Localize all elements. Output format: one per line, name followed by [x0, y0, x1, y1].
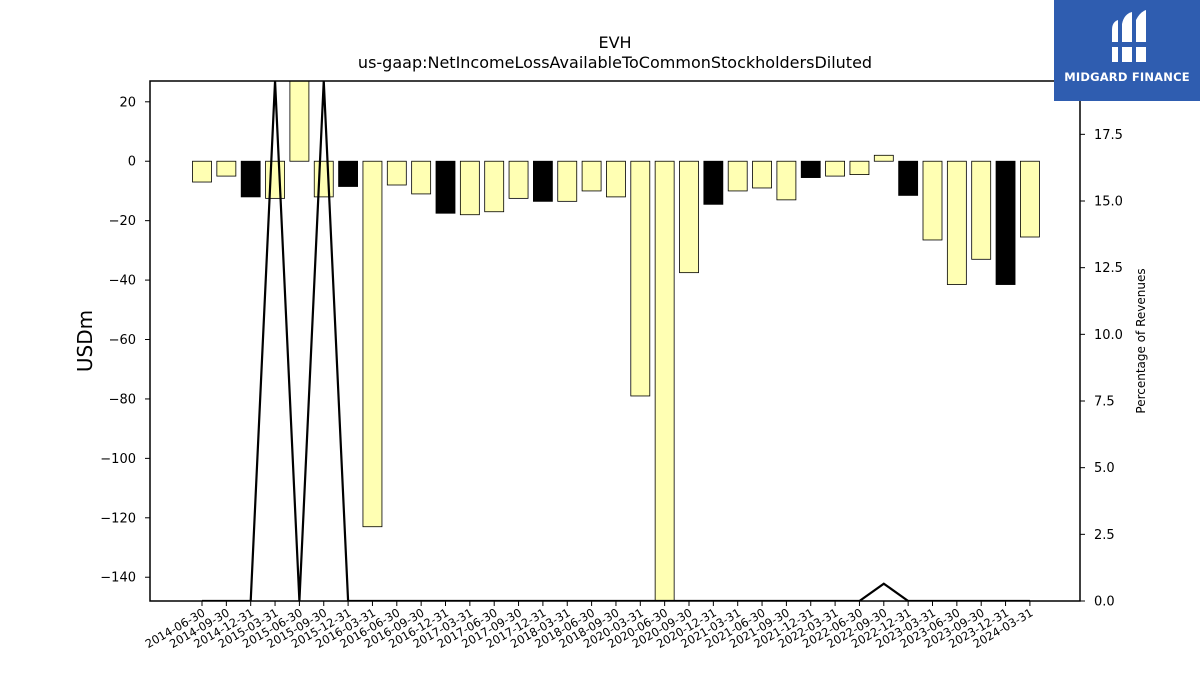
bar-2017-09-30 [508, 160, 529, 199]
bar-2015-12-31 [338, 160, 359, 187]
y-tick-left-label: −100 [100, 452, 136, 467]
bar-2023-09-30 [971, 160, 992, 260]
chart-subtitle: us-gaap:NetIncomeLossAvailableToCommonSt… [358, 53, 872, 72]
y-tick-left-label: −140 [100, 571, 136, 586]
y-tick-left-label: −120 [100, 511, 136, 526]
y-tick-left-label: −20 [109, 214, 136, 229]
bar-2021-12-31 [800, 160, 821, 178]
y-tick-right-label: 12.5 [1094, 261, 1123, 276]
y-axis-right: 0.0 2.5 5.0 7.5 10.0 12.5 15.0 17.5 [1080, 128, 1123, 610]
bar-2021-03-31 [727, 160, 748, 192]
bar-2024-03-31 [1020, 160, 1040, 238]
y-tick-right-label: 0.0 [1094, 595, 1115, 610]
midgard-logo-icon [1110, 10, 1148, 62]
chart-title: EVH [598, 33, 631, 52]
bar-2023-06-30 [946, 160, 967, 285]
bar-2021-09-30 [776, 160, 797, 201]
y-tick-right-label: 7.5 [1094, 395, 1115, 410]
percentage-of-revenues-line [202, 81, 1030, 601]
x-axis: 2014-06-302014-09-302014-12-312015-03-31… [143, 601, 1035, 651]
bar-2015-03-31 [265, 160, 285, 199]
bars-group [192, 80, 1040, 602]
bar-2022-12-31 [898, 160, 919, 196]
brand-name: MIDGARD FINANCE [1064, 70, 1190, 84]
y-tick-right-label: 10.0 [1094, 328, 1123, 343]
bar-2022-06-30 [849, 160, 870, 175]
bar-2023-12-31 [995, 160, 1016, 285]
y-tick-left-label: −40 [109, 274, 136, 289]
bar-2016-06-30 [386, 160, 407, 186]
bar-2015-09-30 [313, 160, 334, 198]
y-axis-left: 20 0 −20 −40 −60 −80 −100 −120 −140 [100, 95, 150, 586]
bar-2017-06-30 [484, 160, 505, 213]
bar-2014-06-30 [192, 160, 212, 183]
bar-2020-12-31 [703, 160, 724, 205]
y-axis-label-right: Percentage of Revenues [1134, 268, 1148, 413]
y-tick-left-label: −60 [109, 333, 136, 348]
plot-frame [149, 80, 1081, 602]
y-tick-right-label: 2.5 [1094, 528, 1115, 543]
bar-2022-09-30 [873, 154, 894, 162]
bar-2016-09-30 [411, 160, 432, 195]
bar-2020-09-30 [679, 160, 699, 274]
bar-2020-06-30 [654, 160, 675, 602]
y-tick-right-label: 15.0 [1094, 195, 1123, 210]
y-tick-left-label: 20 [119, 95, 136, 110]
bar-2018-03-31 [557, 160, 578, 202]
y-tick-left-label: 0 [128, 155, 136, 170]
bar-2015-06-30 [289, 80, 310, 162]
bar-2022-03-31 [825, 160, 845, 177]
bar-2017-03-31 [459, 160, 480, 216]
y-tick-left-label: −80 [109, 392, 136, 407]
bar-2016-12-31 [435, 160, 456, 214]
bar-2014-12-31 [240, 160, 261, 198]
bar-2014-09-30 [216, 160, 237, 177]
brand-logo: MIDGARD FINANCE [1054, 0, 1200, 101]
bar-2016-03-31 [362, 160, 383, 528]
bar-2018-06-30 [581, 160, 602, 192]
y-tick-right-label: 5.0 [1094, 461, 1115, 476]
y-tick-right-label: 17.5 [1094, 128, 1123, 143]
bar-2017-12-31 [533, 160, 553, 202]
bar-2021-06-30 [752, 160, 772, 189]
bar-2023-03-31 [922, 160, 943, 241]
bar-2020-03-31 [630, 160, 651, 397]
percentage-line-group [202, 81, 1030, 601]
y-axis-label-left: USDm [73, 310, 97, 372]
bar-2018-09-30 [606, 160, 626, 198]
